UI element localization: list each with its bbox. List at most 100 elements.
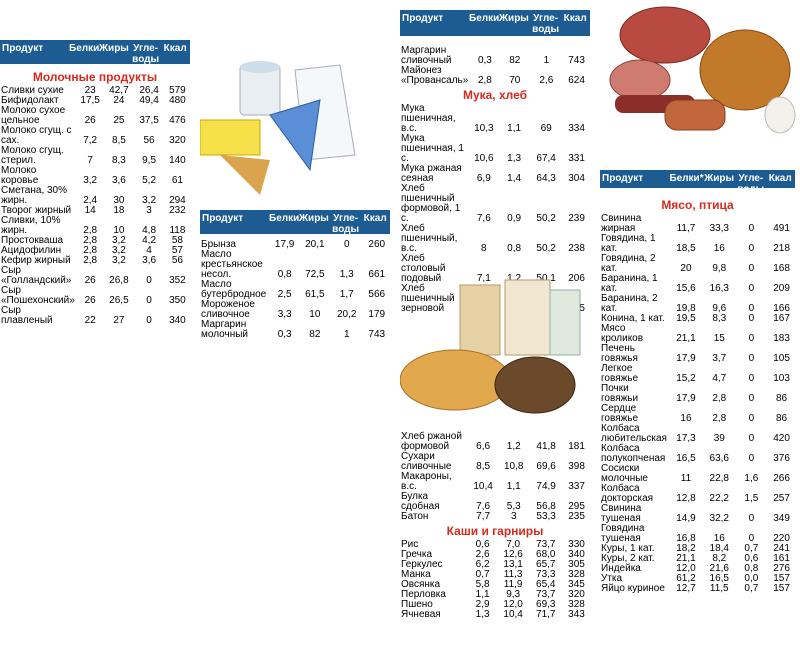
value-cell: 0,0 bbox=[744, 573, 759, 584]
value-cell: 7,1 bbox=[476, 273, 491, 284]
table-row: Сливки, 10% жирн. 2,8 10 4,8 118 bbox=[0, 216, 190, 236]
value-cell: 26,8 bbox=[109, 275, 129, 286]
value-cell: 206 bbox=[568, 273, 585, 284]
value-cell: 8 bbox=[481, 243, 487, 254]
value-cell: 220 bbox=[773, 533, 790, 544]
value-cell: 3,2 bbox=[111, 245, 126, 256]
product-name: Овсянка bbox=[401, 579, 441, 590]
product-name: Хлеб столовый подовый bbox=[401, 253, 446, 284]
table-row: Рис 0,6 7,0 73,7 330 bbox=[400, 540, 590, 550]
header-kcal: Ккал bbox=[563, 13, 587, 24]
value-cell: 0 bbox=[343, 239, 350, 250]
value-cell: 1,6 bbox=[744, 473, 759, 484]
value-cell: 12,8 bbox=[676, 493, 696, 504]
value-cell: 157 bbox=[773, 583, 790, 594]
value-cell: 12,0 bbox=[676, 563, 696, 574]
table-row: Мука пшеничная, в.с. 10,3 1,1 69 334 bbox=[400, 104, 590, 134]
value-cell: 32,2 bbox=[709, 513, 729, 524]
dairy-table: Сливки сухие 23 42,7 26,4 579 Бифидолакт 17,5 2… bbox=[0, 86, 190, 326]
product-name: Мясо кроликов bbox=[601, 323, 644, 344]
value-cell: 352 bbox=[169, 275, 186, 286]
value-cell: 3,2 bbox=[83, 175, 98, 186]
value-cell: 1,5 bbox=[744, 493, 759, 504]
value-cell: 235 bbox=[568, 511, 585, 522]
value-cell: 8,5 bbox=[111, 135, 126, 146]
value-cell: 168 bbox=[773, 263, 790, 274]
product-name: Баранина, 1 кат. bbox=[601, 273, 658, 294]
value-cell: 18,5 bbox=[676, 243, 696, 254]
product-name: Легкое говяжье bbox=[601, 363, 639, 384]
value-cell: 17,9 bbox=[676, 393, 696, 404]
value-cell: 11,5 bbox=[709, 583, 729, 594]
value-cell: 0 bbox=[748, 413, 755, 424]
value-cell: 0 bbox=[748, 313, 755, 324]
value-cell: 350 bbox=[169, 295, 186, 306]
value-cell: 340 bbox=[568, 549, 585, 560]
value-cell: 16,3 bbox=[709, 283, 729, 294]
table-row: Индейка 12,0 21,6 0,8 276 bbox=[600, 564, 795, 574]
value-cell: 3,2 bbox=[111, 255, 126, 266]
section-meat-title: Мясо, птица bbox=[661, 198, 734, 212]
product-name: Куры, 2 кат. bbox=[601, 553, 655, 564]
value-cell: 476 bbox=[169, 115, 186, 126]
value-cell: 16 bbox=[713, 243, 725, 254]
product-name: Манка bbox=[401, 569, 431, 580]
value-cell: 69,6 bbox=[536, 461, 556, 472]
value-cell: 7,6 bbox=[476, 213, 491, 224]
value-cell: 12,7 bbox=[676, 583, 696, 594]
product-name: Мука ржаная сеяная bbox=[401, 163, 462, 184]
table-row: Сосиски молочные 11 22,8 1,6 266 bbox=[600, 464, 795, 484]
meat-table: Свинина жирная 11,7 33,3 0 491 Говядина, 1 ка… bbox=[600, 214, 795, 594]
value-cell: 0,8 bbox=[744, 563, 759, 574]
dairy-column: Продукт Белки Жиры Угле- воды Ккал Молоч… bbox=[0, 40, 190, 326]
value-cell: 2,5 bbox=[277, 289, 292, 300]
value-cell: 624 bbox=[568, 75, 585, 86]
product-name: Сосиски молочные bbox=[601, 463, 648, 484]
value-cell: 0 bbox=[748, 263, 755, 274]
value-cell: 19,5 bbox=[676, 313, 696, 324]
butter-table: Брынза 17,9 20,1 0 260 Масло крестьянское нес… bbox=[200, 240, 390, 340]
value-cell: 56 bbox=[171, 255, 183, 266]
header-carbs: Угле- воды bbox=[737, 173, 765, 195]
value-cell: 37,5 bbox=[139, 115, 159, 126]
value-cell: 241 bbox=[773, 543, 790, 554]
product-name: Почки говяжьи bbox=[601, 383, 639, 404]
value-cell: 16 bbox=[680, 413, 692, 424]
value-cell: 0 bbox=[748, 433, 755, 444]
table-row: Сыр «Пошехонский» 26 26,5 0 350 bbox=[0, 286, 190, 306]
value-cell: 3,6 bbox=[111, 175, 126, 186]
value-cell: 71,7 bbox=[536, 609, 556, 620]
value-cell: 181 bbox=[568, 441, 585, 452]
table-row: Куры, 1 кат. 18,2 18,4 0,7 241 bbox=[600, 544, 795, 554]
value-cell: 1,3 bbox=[507, 153, 522, 164]
value-cell: 157 bbox=[773, 573, 790, 584]
value-cell: 61,5 bbox=[305, 289, 325, 300]
value-cell: 320 bbox=[568, 589, 585, 600]
product-name: Батон bbox=[401, 511, 429, 522]
value-cell: 3 bbox=[146, 205, 152, 216]
product-name: Перловка bbox=[401, 589, 446, 600]
header-product: Продукт bbox=[402, 13, 444, 24]
value-cell: 330 bbox=[568, 539, 585, 550]
value-cell: 1,3 bbox=[339, 269, 354, 280]
table-row: Гречка 2,6 12,6 68,0 340 bbox=[400, 550, 590, 560]
value-cell: 12,6 bbox=[503, 549, 523, 560]
value-cell: 24 bbox=[113, 95, 125, 106]
value-cell: 743 bbox=[368, 329, 386, 340]
table-row: Конина, 1 кат. 19,5 8,3 0 167 bbox=[600, 314, 795, 324]
value-cell: 1,1 bbox=[475, 589, 490, 600]
value-cell: 22,8 bbox=[709, 473, 729, 484]
value-cell: 5,8 bbox=[475, 579, 490, 590]
value-cell: 21,6 bbox=[709, 563, 729, 574]
table-row: Почки говяжьи 17,9 2,8 0 86 bbox=[600, 384, 795, 404]
table-row: Молоко сухое цельное 26 25 37,5 476 bbox=[0, 106, 190, 126]
header-fat: Жиры bbox=[99, 43, 129, 54]
value-cell: 10,3 bbox=[474, 123, 494, 134]
header-product: Продукт bbox=[602, 173, 644, 184]
value-cell: 1,3 bbox=[475, 609, 490, 620]
table-row: Колбаса любительская 17,3 39 0 420 bbox=[600, 424, 795, 444]
value-cell: 398 bbox=[568, 461, 585, 472]
value-cell: 56 bbox=[143, 135, 155, 146]
table-row: Утка 61,2 16,5 0,0 157 bbox=[600, 574, 795, 584]
bread-column: Хлеб ржаной формовой 6,6 1,2 41,8 181 Сухари … bbox=[400, 432, 590, 620]
